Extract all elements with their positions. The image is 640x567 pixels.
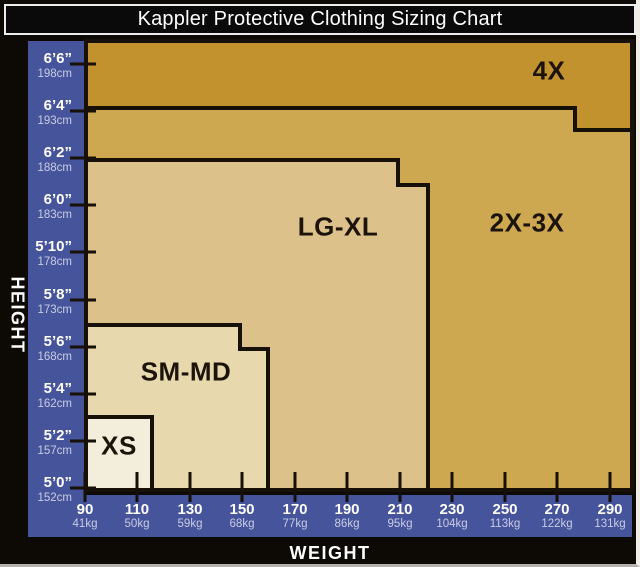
height-axis-title: HEIGHT xyxy=(7,276,28,354)
region-label-lgxl: LG-XL xyxy=(297,211,379,242)
region-lgxl xyxy=(84,158,430,492)
region-4x xyxy=(84,39,634,492)
region-label-smmd: SM-MD xyxy=(140,356,232,387)
weight-axis-title: WEIGHT xyxy=(289,543,371,563)
chart-title: Kappler Protective Clothing Sizing Chart xyxy=(137,8,503,30)
height-axis-band xyxy=(28,41,84,537)
chart-title-bar: Kappler Protective Clothing Sizing Chart xyxy=(4,4,636,35)
region-label-2x3x: 2X-3X xyxy=(489,207,565,238)
weight-axis-band xyxy=(28,495,632,537)
region-2x3x xyxy=(84,106,634,492)
region-xs xyxy=(84,415,154,492)
region-label-4x: 4X xyxy=(532,55,566,86)
region-smmd xyxy=(84,323,270,492)
region-label-xs: XS xyxy=(101,430,137,461)
